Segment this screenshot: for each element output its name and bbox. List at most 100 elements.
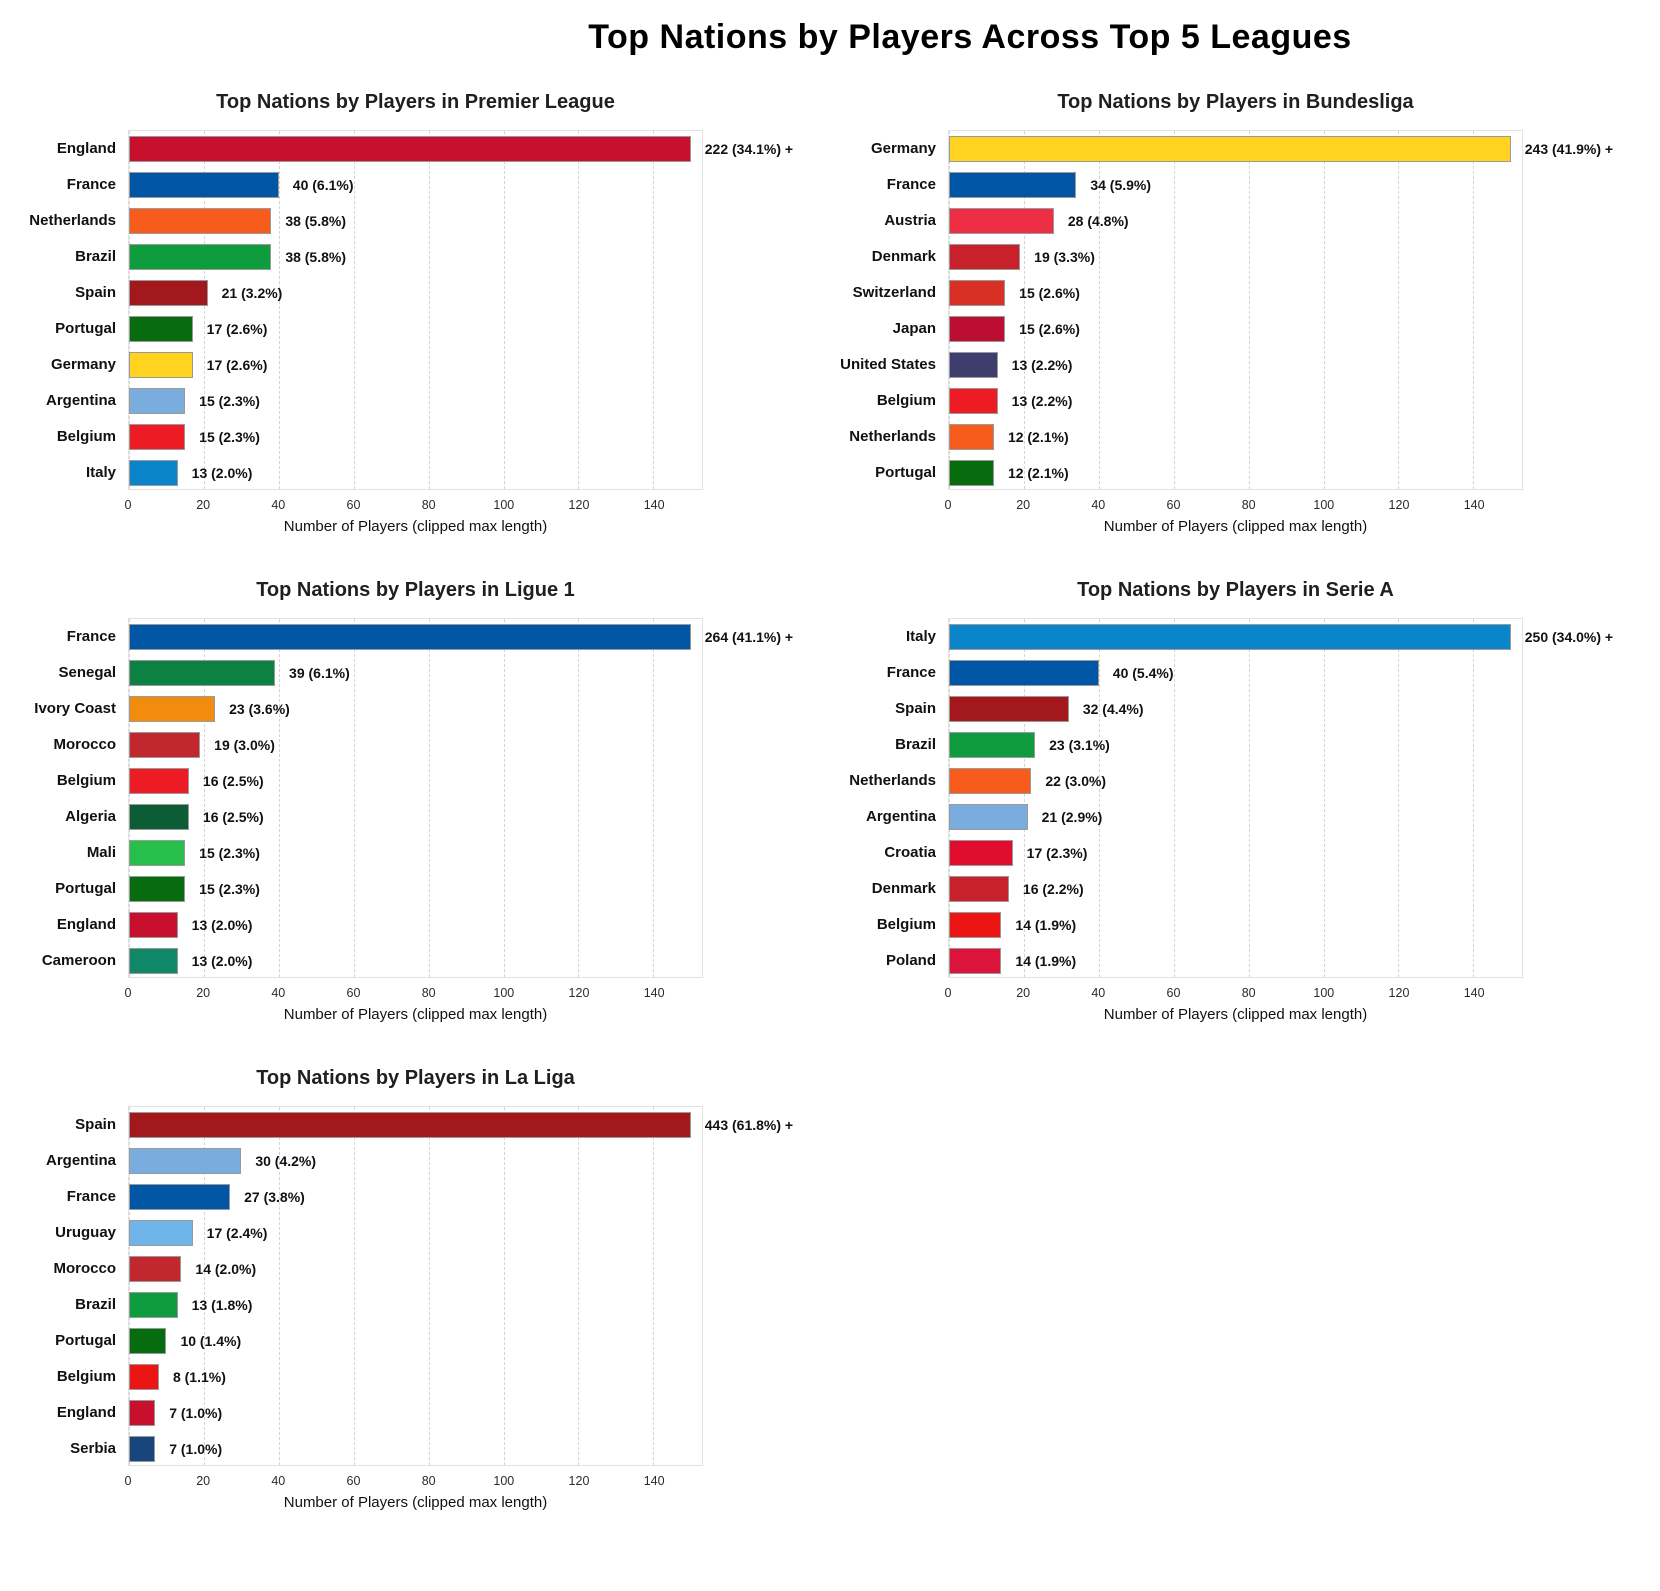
gridline: [949, 619, 950, 977]
category-label: Senegal: [58, 663, 116, 681]
x-axis-ticks: 0 20 40 60 80 100 120 140: [945, 490, 1523, 518]
bar-belgium: [949, 388, 998, 414]
bar-austria: [949, 208, 1054, 234]
y-axis-labels: France Senegal Ivory Coast Morocco Belgium Al…: [10, 618, 128, 978]
bar-italy: [129, 460, 178, 486]
bar-row: 17 (2.6%): [129, 311, 702, 347]
x-axis-ticks: 0 20 40 60 80 100 120 140: [125, 978, 703, 1006]
value-label: 38 (5.8%): [285, 213, 347, 229]
bar-row: 27 (3.8%): [129, 1179, 702, 1215]
bar-belgium: [129, 424, 186, 450]
bar-row: 13 (2.0%): [129, 943, 702, 979]
bar-germany: [949, 136, 1511, 162]
value-label: 39 (6.1%): [289, 665, 350, 681]
gridline: [1398, 619, 1400, 977]
value-label: 15 (2.6%): [1019, 321, 1080, 337]
value-label: 10 (1.4%): [180, 1333, 242, 1349]
bar-switzerland: [949, 280, 1006, 306]
value-label: 27 (3.8%): [244, 1189, 305, 1205]
bar-row: 23 (3.1%): [949, 727, 1522, 763]
bar-row: 21 (2.9%): [949, 799, 1522, 835]
bar-row: 12 (2.1%): [949, 455, 1522, 491]
x-tick-label: 100: [493, 498, 515, 512]
bar-netherlands: [949, 768, 1032, 794]
bar-brazil: [129, 1292, 178, 1318]
bar-row: 16 (2.2%): [949, 871, 1522, 907]
x-tick-label: 100: [1313, 986, 1335, 1000]
bar-row: 15 (2.3%): [129, 383, 702, 419]
bar-row: 243 (41.9%) +: [949, 131, 1613, 167]
x-tick-label: 20: [1016, 498, 1031, 512]
category-label: Mali: [86, 843, 116, 861]
x-tick-label: 120: [568, 986, 590, 1000]
x-axis-ticks: 0 20 40 60 80 100 120 140: [124, 1466, 703, 1494]
category-label: Croatia: [884, 843, 936, 861]
x-tick-label: 0: [944, 986, 952, 1000]
x-tick-label: 40: [271, 986, 286, 1000]
value-label: 19 (3.0%): [214, 737, 275, 753]
subplot-title: Top Nations by Players in Serie A: [1077, 579, 1394, 601]
subplot-title: Top Nations by Players in Premier League: [216, 91, 615, 113]
value-label: 12 (2.1%): [1007, 465, 1069, 481]
x-tick-label: 120: [568, 498, 590, 512]
category-label: Poland: [885, 951, 936, 969]
x-axis-label: Number of Players (clipped max length): [283, 518, 548, 535]
gridline: [1248, 131, 1250, 489]
bar-poland: [949, 948, 1002, 974]
gridline: [278, 131, 280, 489]
gridline: [578, 131, 580, 489]
gridline: [203, 1107, 205, 1465]
bar-morocco: [129, 732, 201, 758]
category-label: Germany: [50, 355, 116, 373]
value-label: 23 (3.6%): [229, 701, 290, 717]
category-label: Morocco: [53, 735, 116, 753]
category-label: Algeria: [65, 807, 116, 825]
bar-italy: [949, 624, 1511, 650]
bar-row: 443 (61.8%) +: [129, 1107, 793, 1143]
bar-spain: [129, 1112, 691, 1138]
value-label: 32 (4.4%): [1082, 701, 1144, 717]
value-label: 13 (1.8%): [191, 1297, 253, 1313]
bar-denmark: [949, 244, 1021, 270]
category-label: Italy: [85, 463, 116, 481]
gridline: [428, 1107, 430, 1465]
bar-england: [129, 136, 691, 162]
bar-france: [129, 172, 279, 198]
bar-portugal: [949, 460, 994, 486]
x-tick-label: 140: [643, 1474, 665, 1488]
category-label: France: [886, 175, 936, 193]
x-axis-label: Number of Players (clipped max length): [283, 1006, 548, 1023]
bar-row: 38 (5.8%): [129, 239, 702, 275]
bar-row: 8 (1.1%): [129, 1359, 702, 1395]
gridline: [1023, 131, 1025, 489]
gridline: [278, 1107, 280, 1465]
bar-row: 21 (3.2%): [129, 275, 702, 311]
gridline: [1173, 131, 1175, 489]
category-label: Austria: [884, 211, 936, 229]
value-label: 19 (3.3%): [1034, 249, 1095, 265]
subplot-grid: Top Nations by Players in Premier League…: [10, 91, 1650, 1511]
gridline: [578, 1107, 580, 1465]
category-label: Ivory Coast: [34, 699, 116, 717]
bar-belgium: [129, 768, 189, 794]
bar-brazil: [949, 732, 1036, 758]
subplot-premier-league: Top Nations by Players in Premier League…: [10, 91, 830, 535]
bar-portugal: [129, 876, 186, 902]
value-label: 30 (4.2%): [255, 1153, 317, 1169]
category-label: Brazil: [75, 1295, 116, 1313]
value-label: 15 (2.6%): [1019, 285, 1080, 301]
value-label: 13 (2.0%): [191, 917, 253, 933]
category-label: Argentina: [45, 1151, 116, 1169]
gridline: [1473, 131, 1475, 489]
gridline: [653, 619, 655, 977]
x-tick-label: 80: [1241, 986, 1256, 1000]
value-label: 17 (2.6%): [206, 321, 268, 337]
bar-portugal: [129, 1328, 167, 1354]
category-label: Uruguay: [55, 1223, 116, 1241]
bar-row: 34 (5.9%): [949, 167, 1522, 203]
gridline: [203, 131, 205, 489]
gridline: [428, 619, 430, 977]
bar-france: [949, 172, 1077, 198]
gridline: [129, 619, 130, 977]
x-tick-label: 0: [124, 1474, 132, 1488]
